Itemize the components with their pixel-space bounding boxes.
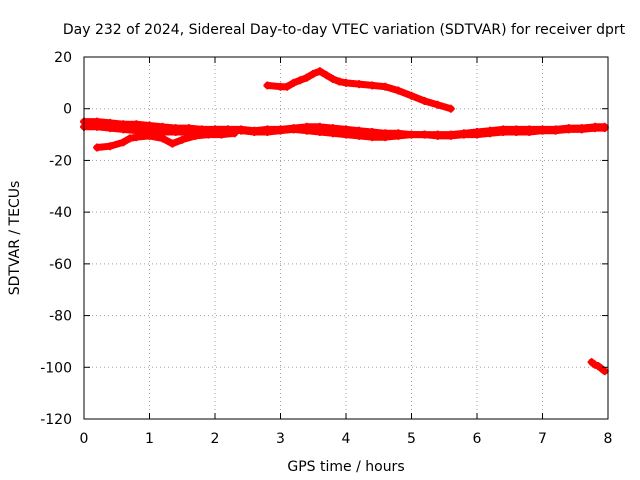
x-tick-label: 3 (276, 431, 285, 447)
y-tick-label: -40 (49, 205, 72, 221)
x-tick-label: 0 (80, 431, 89, 447)
y-tick-label: -60 (49, 257, 72, 273)
y-tick-label: -100 (40, 360, 72, 376)
chart-title: Day 232 of 2024, Sidereal Day-to-day VTE… (63, 22, 626, 38)
x-tick-label: 7 (538, 431, 547, 447)
y-tick-label: -20 (49, 153, 72, 169)
y-tick-label: 0 (63, 102, 72, 118)
x-tick-label: 5 (407, 431, 416, 447)
plot-frame (83, 56, 609, 420)
x-tick-label: 1 (145, 431, 154, 447)
axes: 0 1 2 3 4 5 6 7 8 20 0 -20 -40 -60 -80 -100 -120 (40, 50, 612, 447)
x-tick-label: 2 (211, 431, 220, 447)
x-axis-label: GPS time / hours (287, 459, 404, 475)
y-axis-label: SDTVAR / TECUs (7, 181, 23, 296)
x-tick-label: 4 (342, 431, 351, 447)
y-tick-label: -80 (49, 309, 72, 325)
x-tick-label: 6 (473, 431, 482, 447)
x-tick-label: 8 (604, 431, 613, 447)
y-tick-label: 20 (54, 50, 72, 66)
y-tick-label: -120 (40, 412, 72, 428)
grid (84, 57, 608, 419)
series-line-3 (263, 67, 455, 113)
series-group (80, 67, 609, 376)
